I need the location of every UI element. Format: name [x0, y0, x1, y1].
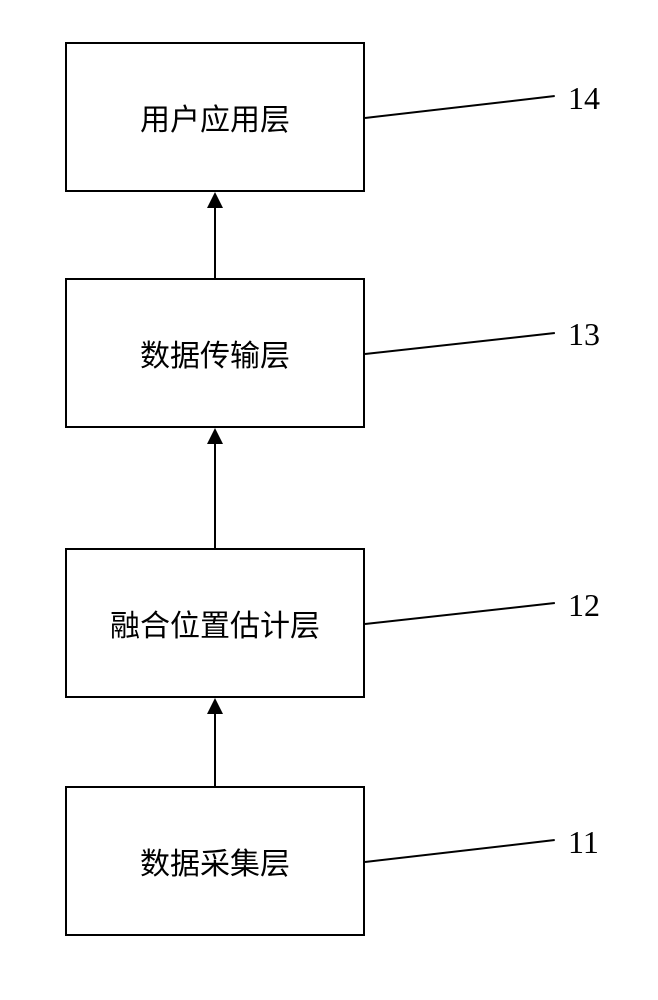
leader-line — [365, 95, 555, 119]
arrow-head-icon — [207, 192, 223, 208]
arrow-line — [214, 444, 216, 548]
label-14: 14 — [568, 80, 600, 117]
arrow-line — [214, 714, 216, 786]
leader-line — [365, 839, 555, 863]
leader-line — [365, 602, 555, 625]
label-12: 12 — [568, 587, 600, 624]
label-11: 11 — [568, 824, 599, 861]
arrow-head-icon — [207, 698, 223, 714]
arrow-head-icon — [207, 428, 223, 444]
box-text: 数据传输层 — [140, 331, 290, 375]
box-text: 融合位置估计层 — [110, 601, 320, 645]
leader-line — [365, 332, 555, 355]
box-fusion-estimate-layer: 融合位置估计层 — [65, 548, 365, 698]
box-text: 用户应用层 — [140, 95, 290, 139]
box-data-transfer-layer: 数据传输层 — [65, 278, 365, 428]
box-data-collection-layer: 数据采集层 — [65, 786, 365, 936]
label-13: 13 — [568, 316, 600, 353]
arrow-line — [214, 208, 216, 278]
layer-diagram: 用户应用层 14 数据传输层 13 融合位置估计层 12 数据采集层 11 — [0, 0, 658, 1000]
box-text: 数据采集层 — [140, 839, 290, 883]
box-user-app-layer: 用户应用层 — [65, 42, 365, 192]
